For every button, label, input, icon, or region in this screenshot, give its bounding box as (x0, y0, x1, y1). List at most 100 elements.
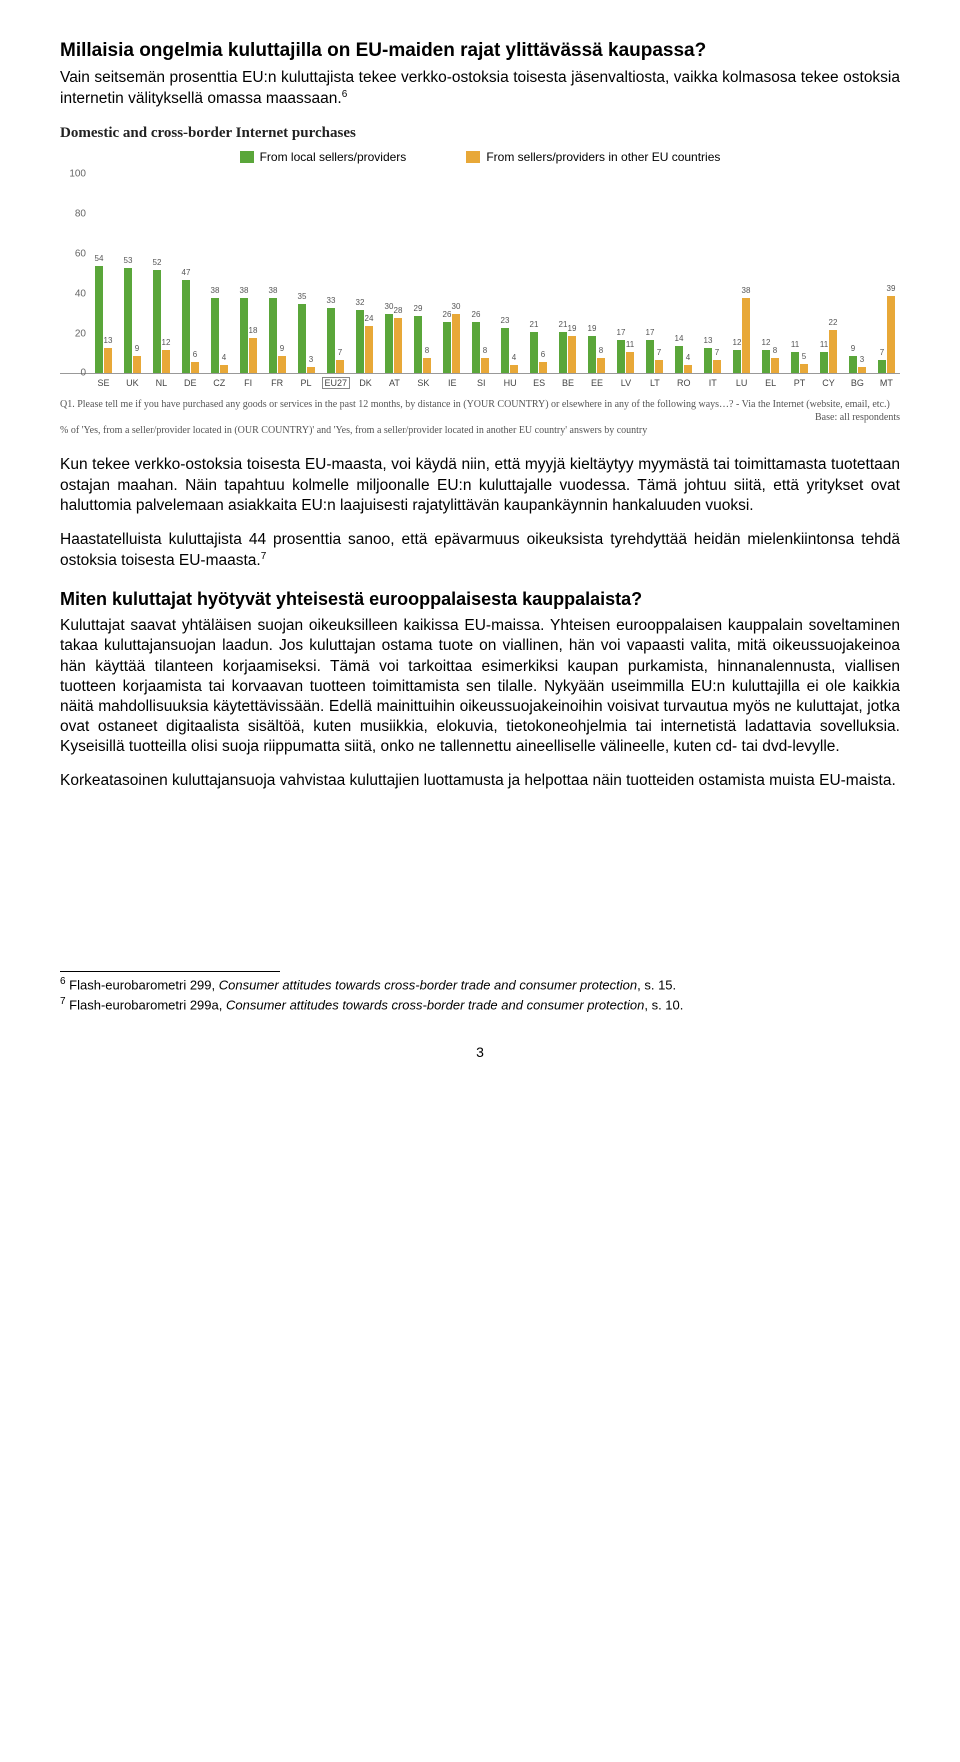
bar-value: 35 (298, 292, 307, 301)
chart-caption: Q1. Please tell me if you have purchased… (60, 398, 900, 437)
country-col: 268 (467, 174, 494, 373)
bar-other: 4 (684, 365, 692, 373)
bar-other: 3 (307, 367, 315, 373)
bar-local: 11 (791, 352, 799, 374)
bar-other: 7 (713, 360, 721, 374)
x-label: LU (728, 378, 755, 388)
bar-other: 8 (481, 358, 489, 374)
bar-value: 24 (365, 314, 374, 323)
bar-value: 5 (802, 352, 806, 361)
bar-value: 4 (222, 353, 226, 362)
bar-local: 17 (646, 340, 654, 374)
country-col: 1711 (612, 174, 639, 373)
x-label: CZ (206, 378, 233, 388)
bar-local: 38 (240, 298, 248, 374)
country-col: 384 (206, 174, 233, 373)
bar-value: 9 (280, 344, 284, 353)
bar-other: 7 (655, 360, 663, 374)
bar-value: 19 (588, 324, 597, 333)
bar-local: 13 (704, 348, 712, 374)
bar-other: 8 (597, 358, 605, 374)
footnote-ref-7: 7 (261, 551, 267, 562)
bar-other: 13 (104, 348, 112, 374)
bar-local: 29 (414, 316, 422, 374)
bar-other: 11 (626, 352, 634, 374)
x-label: DK (352, 378, 379, 388)
bar-local: 12 (762, 350, 770, 374)
bar-value: 7 (880, 348, 884, 357)
bar-value: 38 (269, 286, 278, 295)
bar-local: 26 (472, 322, 480, 374)
fn7-b: , s. 10. (644, 997, 683, 1012)
x-label: PT (786, 378, 813, 388)
bar-other: 3 (858, 367, 866, 373)
country-col: 3028 (380, 174, 407, 373)
bar-other: 12 (162, 350, 170, 374)
para-2: Kun tekee verkko-ostoksia toisesta EU-ma… (60, 455, 900, 515)
bar-value: 12 (162, 338, 171, 347)
bar-local: 21 (559, 332, 567, 374)
bar-other: 30 (452, 314, 460, 374)
bar-value: 23 (501, 316, 510, 325)
x-label: EU27 (322, 378, 351, 388)
x-label: PL (293, 378, 320, 388)
para-3: Haastatelluista kuluttajista 44 prosentt… (60, 530, 900, 571)
section-heading-1: Millaisia ongelmia kuluttajilla on EU-ma… (60, 40, 900, 62)
bar-local: 52 (153, 270, 161, 373)
bar-value: 7 (715, 348, 719, 357)
bar-other: 4 (220, 365, 228, 373)
country-col: 93 (844, 174, 871, 373)
bar-other: 24 (365, 326, 373, 374)
bar-other: 4 (510, 365, 518, 373)
country-col: 19 8 (583, 174, 610, 373)
footnote-7: 7 Flash-eurobarometri 299a, Consumer att… (60, 996, 900, 1014)
country-col: 177 (641, 174, 668, 373)
bar-local: 21 (530, 332, 538, 374)
y-tick: 60 (75, 249, 86, 260)
country-col: 337 (322, 174, 349, 373)
country-col: 298 (409, 174, 436, 373)
country-col: 3224 (351, 174, 378, 373)
x-label: LV (612, 378, 639, 388)
x-label: UK (119, 378, 146, 388)
bar-value: 3 (309, 355, 313, 364)
bar-value: 12 (733, 338, 742, 347)
footnote-ref-6: 6 (342, 89, 348, 100)
bar-value: 14 (675, 334, 684, 343)
bar-other: 28 (394, 318, 402, 374)
swatch-other (466, 151, 480, 163)
bar-value: 39 (887, 284, 896, 293)
bar-value: 12 (762, 338, 771, 347)
bar-other: 19 (568, 336, 576, 374)
x-label: FR (264, 378, 291, 388)
bar-value: 38 (240, 286, 249, 295)
fn7-em: Consumer attitudes towards cross-border … (226, 997, 644, 1012)
bar-value: 3 (860, 355, 864, 364)
bar-local: 11 (820, 352, 828, 374)
bar-other: 8 (423, 358, 431, 374)
fn7-a: Flash-eurobarometri 299a, (66, 997, 226, 1012)
y-axis: 020406080100 (60, 174, 88, 373)
x-label-eu27: EU27 (322, 377, 351, 389)
bar-local: 23 (501, 328, 509, 374)
bar-value: 7 (338, 348, 342, 357)
bar-value: 22 (829, 318, 838, 327)
footnote-6: 6 Flash-eurobarometri 299, Consumer atti… (60, 976, 900, 994)
bar-value: 8 (599, 346, 603, 355)
x-label: IT (699, 378, 726, 388)
legend-other: From sellers/providers in other EU count… (466, 150, 720, 164)
bar-value: 47 (182, 268, 191, 277)
bar-value: 53 (124, 256, 133, 265)
bar-local: 38 (211, 298, 219, 374)
bar-local: 33 (327, 308, 335, 374)
country-col: 2119 (554, 174, 581, 373)
x-label: EL (757, 378, 784, 388)
bar-local: 53 (124, 268, 132, 373)
x-label: SE (90, 378, 117, 388)
country-col: 7 39 (873, 174, 900, 373)
x-label: CY (815, 378, 842, 388)
x-label: SI (468, 378, 495, 388)
x-label: BG (844, 378, 871, 388)
country-col: 11 22 (815, 174, 842, 373)
bar-value: 32 (356, 298, 365, 307)
